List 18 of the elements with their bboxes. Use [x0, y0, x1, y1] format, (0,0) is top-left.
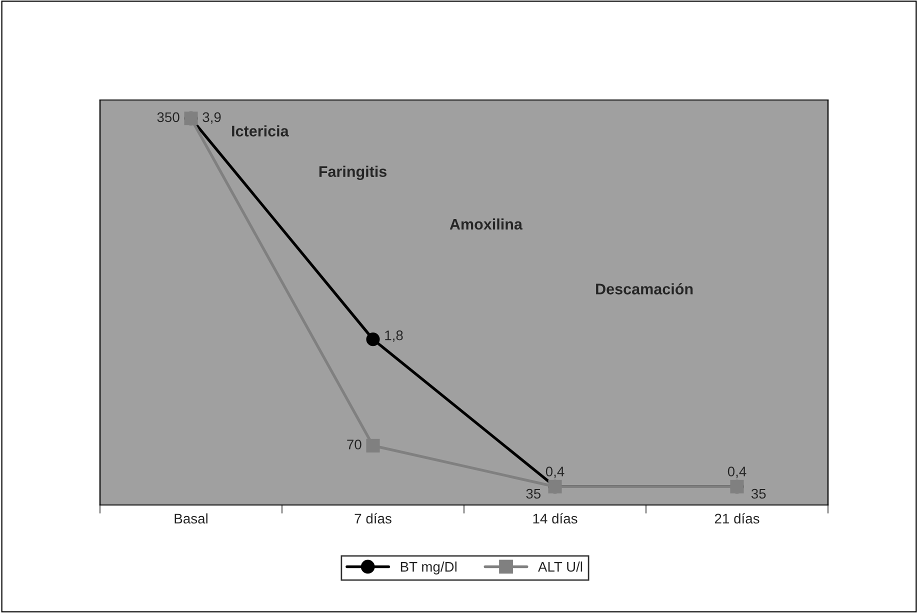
legend-label: BT mg/Dl — [400, 562, 456, 574]
annotation: Descamación — [596, 283, 693, 294]
x-tick-label: 7 días — [354, 513, 392, 524]
annotation: Faringitis — [319, 166, 387, 180]
annotation: Ictericia — [232, 125, 289, 136]
data-label: 3,9 — [202, 112, 221, 124]
data-label: 70 — [347, 440, 362, 450]
legend-label: ALT U/l — [538, 562, 582, 572]
data-label: 1,8 — [385, 330, 403, 342]
data-label: 35 — [526, 488, 541, 499]
x-tick-label: 14 días — [533, 513, 578, 524]
data-label: 0,4 — [728, 466, 746, 478]
annotation: Amoxilina — [450, 218, 523, 230]
data-label: 0,4 — [546, 466, 564, 478]
data-label: 350 — [157, 112, 180, 122]
x-tick-label: 21 días — [714, 513, 760, 524]
data-label: 35 — [751, 488, 766, 499]
x-tick-label: Basal — [174, 513, 208, 524]
